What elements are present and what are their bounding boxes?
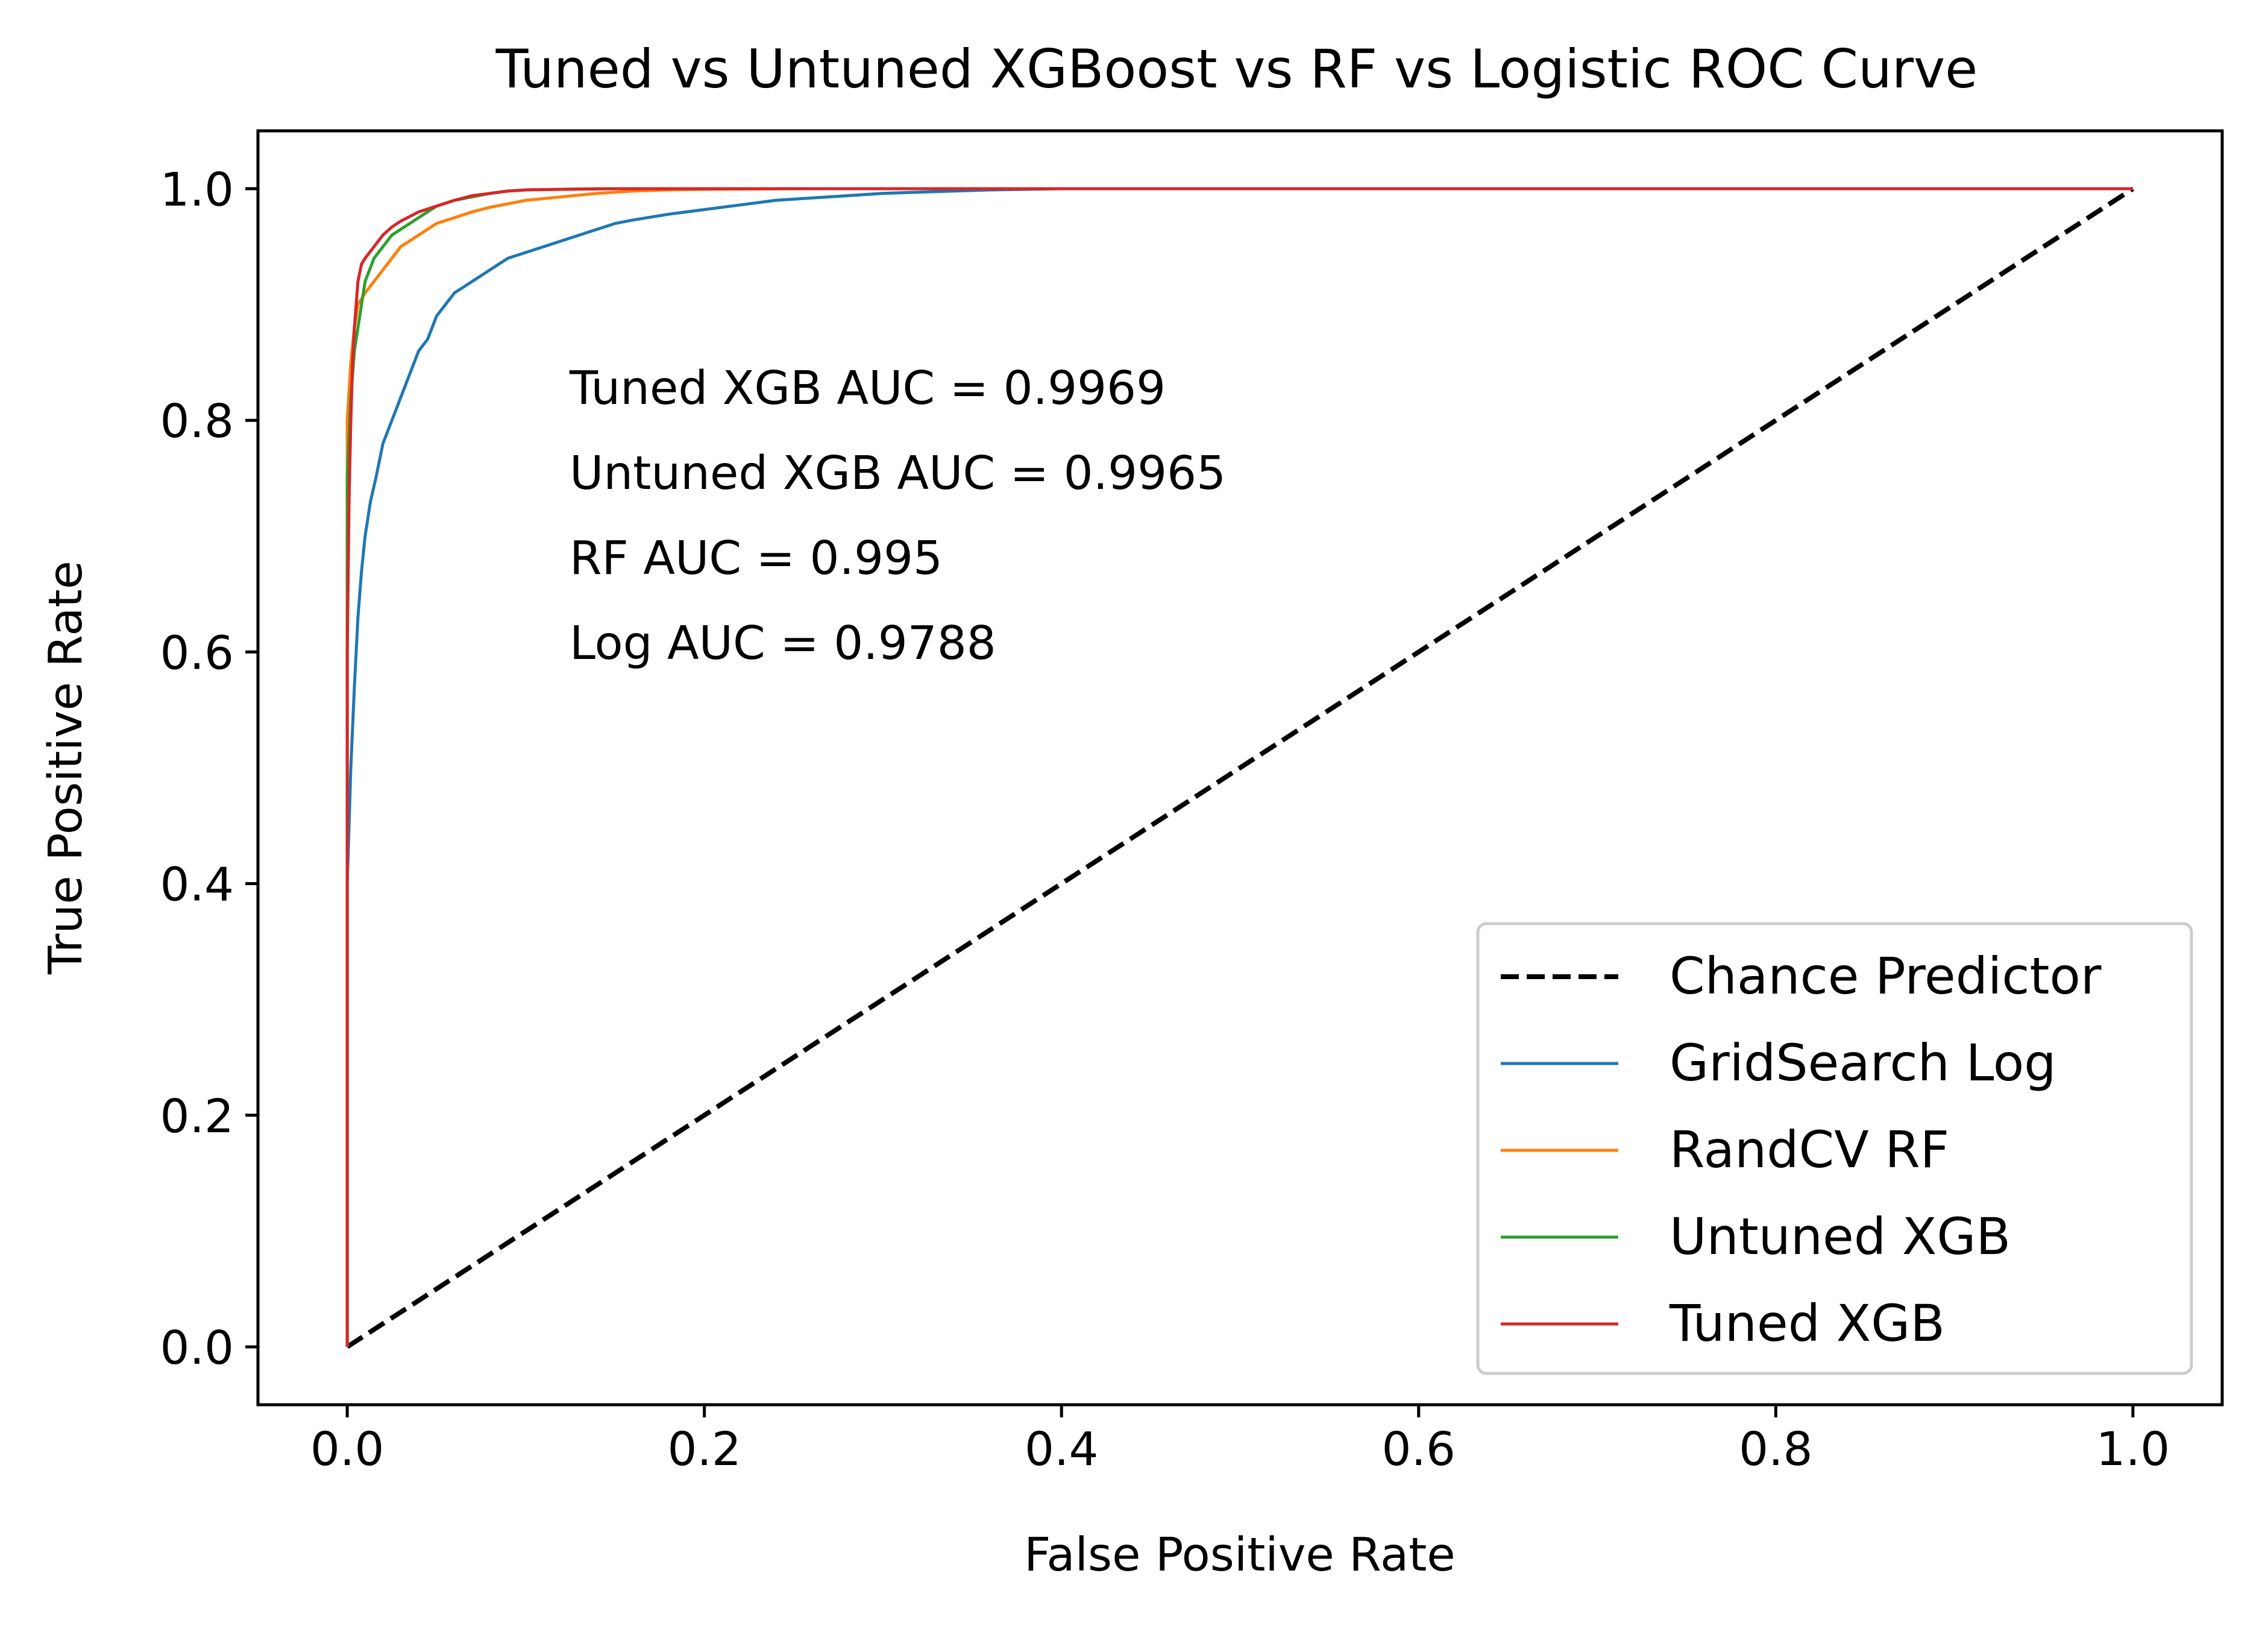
x-tick-label: 0.0 [310,1423,384,1476]
auc-annotation: Log AUC = 0.9788 [570,617,996,670]
auc-annotation: Tuned XGB AUC = 0.9969 [569,362,1166,415]
legend-label: Tuned XGB [1669,1294,1945,1353]
legend-label: Chance Predictor [1670,947,2102,1006]
x-axis-label: False Positive Rate [1024,1528,1456,1582]
x-tick-label: 0.2 [667,1423,741,1476]
legend-label: RandCV RF [1670,1120,1949,1179]
legend-box [1476,922,2193,1375]
y-tick-label: 0.6 [160,626,234,680]
legend-label: Untuned XGB [1670,1207,2011,1266]
y-tick-label: 0.8 [160,395,234,449]
x-tick-label: 0.8 [1739,1423,1812,1476]
axis-ticks: 0.0 0.2 0.4 0.6 0.8 1.0 0.0 0.2 0.4 0.6 0.8 1.0 [160,163,2170,1476]
y-tick-label: 0.0 [160,1322,234,1375]
auc-annotations: Tuned XGB AUC = 0.9969 Untuned XGB AUC = … [569,362,1226,670]
x-tick-label: 0.4 [1025,1423,1098,1476]
x-tick-label: 1.0 [2096,1423,2170,1476]
x-tick-label: 0.6 [1382,1423,1456,1476]
auc-annotation: Untuned XGB AUC = 0.9965 [570,447,1226,500]
axes-frame [256,129,2224,1407]
y-axis-label: True Positive Rate [39,561,93,975]
legend-label: GridSearch Log [1670,1033,2056,1092]
series-line-tuned-xgb [345,187,2133,1347]
y-tick-label: 0.4 [160,859,234,912]
series-line-chance-predictor [345,186,2135,1349]
y-tick-label: 0.2 [160,1090,234,1144]
auc-annotation: RF AUC = 0.995 [570,532,943,585]
chart-title: Tuned vs Untuned XGBoost vs RF vs Logist… [495,38,1978,100]
legend: Chance Predictor GridSearch Log RandCV RF U… [1476,922,2193,1375]
y-tick-label: 1.0 [160,163,234,217]
plot-area [345,186,2135,1349]
